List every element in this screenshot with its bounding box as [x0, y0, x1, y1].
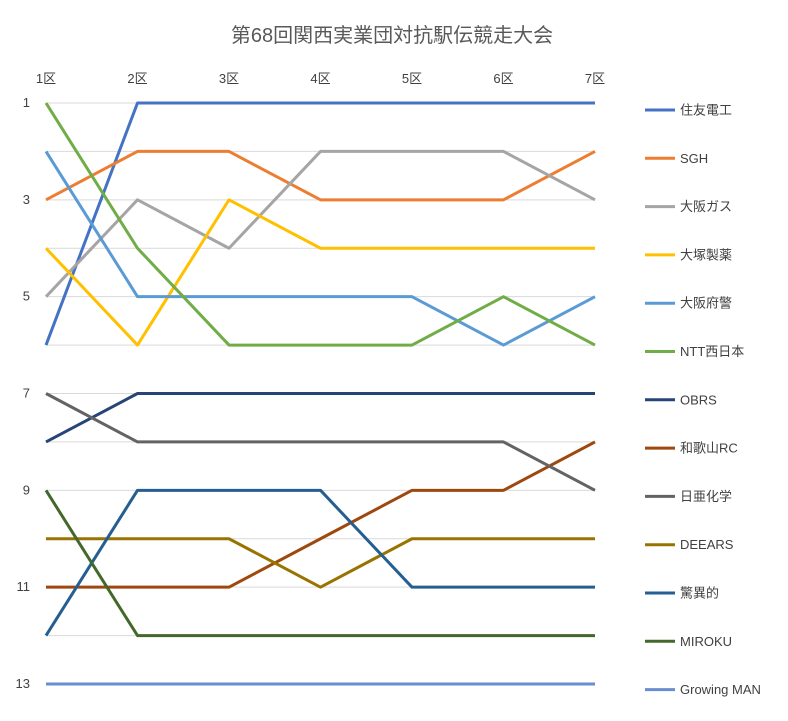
x-tick-label: 1区 [36, 71, 56, 86]
legend-label: 大阪府警 [680, 296, 732, 311]
x-tick-label: 4区 [310, 71, 330, 86]
x-tick-label: 7区 [585, 71, 605, 86]
y-tick-label: 5 [23, 289, 30, 304]
series-lines [44, 101, 596, 686]
series-line [46, 440, 596, 589]
legend-label: 驚異的 [680, 586, 719, 601]
legend-label: OBRS [680, 392, 717, 407]
series-line [44, 102, 596, 347]
series-line [46, 537, 595, 589]
chart-title: 第68回関西実業団対抗駅伝競走大会 [231, 24, 553, 47]
legend-label: 住友電工 [680, 103, 732, 118]
legend-label: 日亜化学 [680, 489, 732, 504]
y-tick-label: 11 [17, 579, 31, 594]
x-tick-label: 3区 [219, 71, 239, 86]
legend-label: 大阪ガス [680, 199, 732, 214]
series-line [44, 488, 595, 637]
series-line [44, 489, 595, 638]
legend-label: 和歌山RC [680, 441, 738, 456]
legend-label: Growing MAN [680, 682, 761, 697]
series-line [44, 198, 595, 347]
y-tick-label: 13 [16, 676, 30, 691]
series-line [44, 150, 596, 347]
y-tick-label: 9 [23, 482, 30, 497]
series-line [45, 149, 596, 202]
legend-label: MIROKU [680, 634, 732, 649]
legend-label: DEEARS [680, 537, 734, 552]
x-tick-label: 6区 [493, 71, 513, 86]
y-tick-label: 1 [23, 95, 30, 110]
y-tick-label: 7 [23, 386, 30, 401]
series-line [44, 149, 596, 298]
series-line [45, 392, 596, 492]
x-axis-ticks: 1区 2区 3区 4区 5区 6区 7区 [36, 71, 605, 86]
x-tick-label: 2区 [127, 71, 147, 86]
legend-label: NTT西日本 [680, 344, 744, 359]
y-tick-label: 3 [23, 192, 30, 207]
legend-label: SGH [680, 151, 708, 166]
series-line [45, 392, 595, 444]
legend-label: 大塚製薬 [680, 247, 732, 262]
x-tick-label: 5区 [402, 71, 422, 86]
series-line [44, 101, 595, 346]
